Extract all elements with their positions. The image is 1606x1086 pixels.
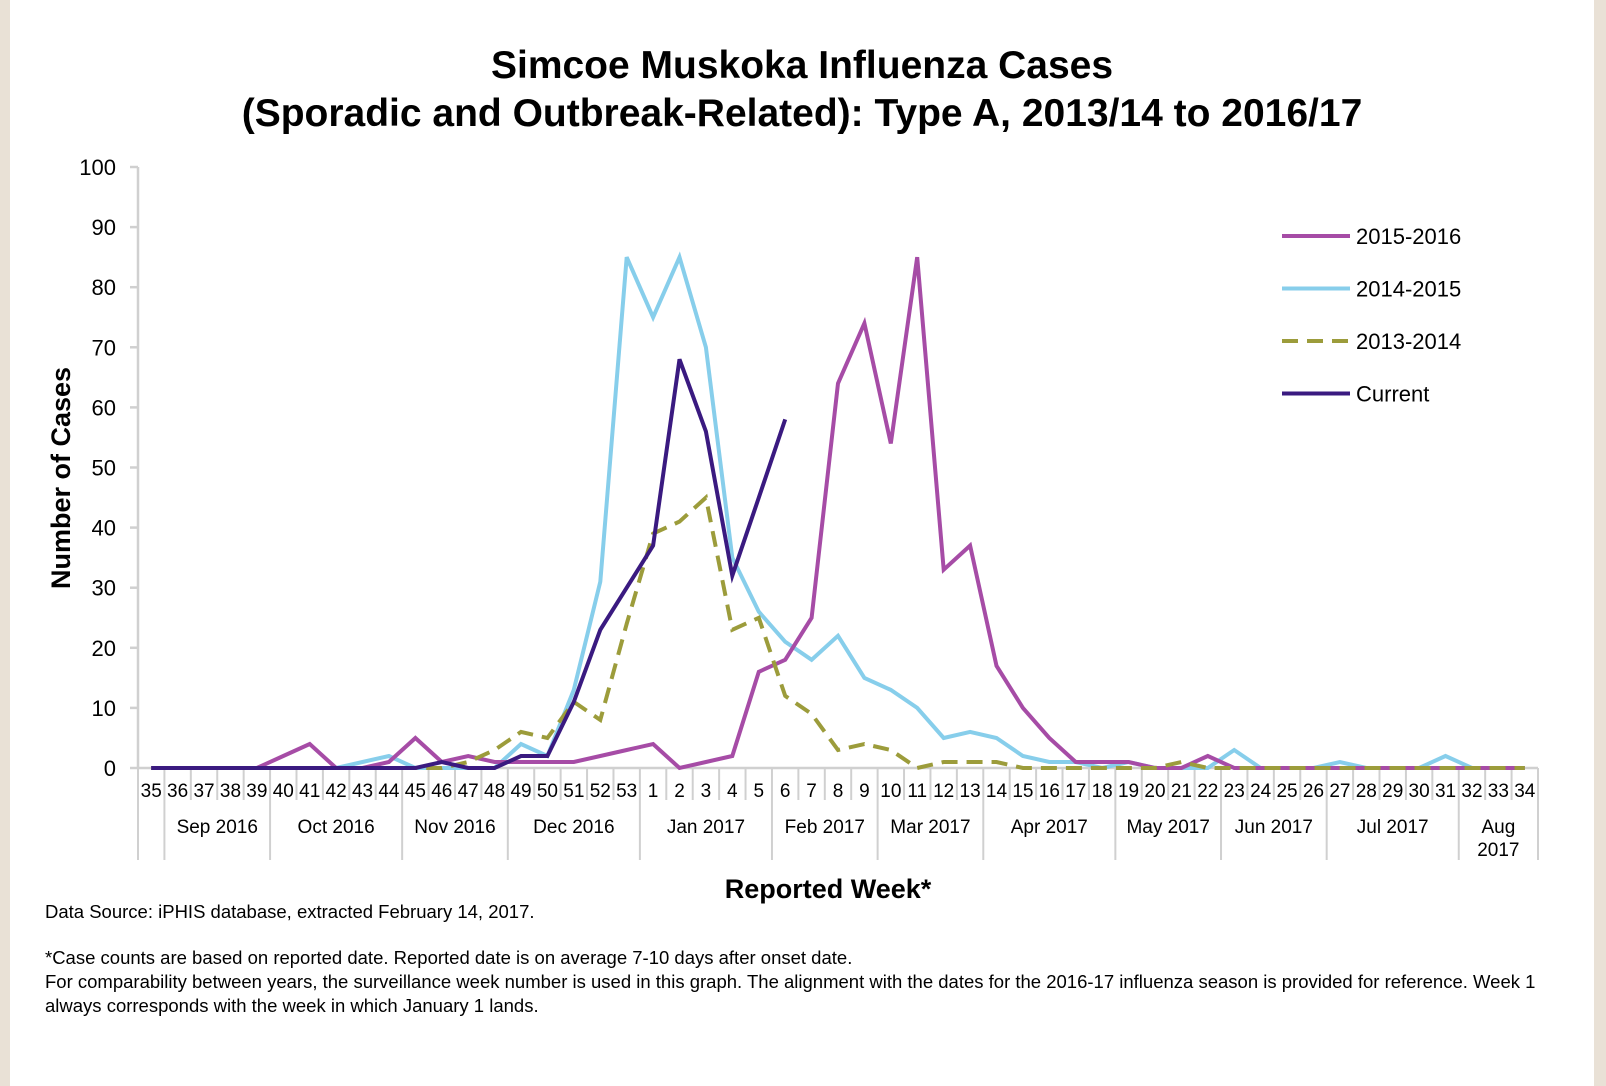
y-tick-label: 80 [92,275,116,300]
x-tick-label: 2 [674,781,685,802]
month-label: Jan 2017 [667,817,745,838]
series-line-2015-2016 [151,256,1525,771]
y-axis-title: Number of Cases [46,367,76,589]
series-line-2013-2014 [151,493,1525,771]
x-tick-label: 49 [510,781,531,802]
month-label: Apr 2017 [1011,817,1088,838]
x-tick-label: 24 [1250,781,1272,802]
x-tick-label: 11 [907,781,927,802]
month-label: Oct 2016 [298,817,375,838]
x-tick-label: 38 [220,781,241,802]
x-tick-label: 18 [1092,781,1113,802]
y-tick-label: 100 [79,155,116,180]
x-tick-label: 53 [616,781,637,802]
x-tick-label: 21 [1171,781,1192,802]
x-tick-label: 28 [1356,781,1377,802]
x-tick-label: 12 [933,781,954,802]
x-tick-label: 26 [1303,781,1324,802]
series-line-2014-2015 [151,251,1525,771]
x-tick-label: 19 [1118,781,1139,802]
x-tick-label: 16 [1039,781,1060,802]
x-tick-label: 1 [648,781,659,802]
x-tick-label: 47 [458,781,479,802]
month-label: Nov 2016 [414,817,495,838]
x-tick-label: 44 [378,781,400,802]
legend-label-2014-2015: 2014-2015 [1356,277,1461,302]
chart-subtitle: (Sporadic and Outbreak-Related): Type A,… [241,92,1363,135]
y-tick-label: 30 [92,576,116,601]
x-tick-label: 27 [1329,781,1350,802]
x-tick-label: 46 [431,781,452,802]
x-tick-label: 48 [484,781,505,802]
x-tick-label: 33 [1488,781,1509,802]
x-tick-label: 6 [780,781,791,802]
x-tick-label: 37 [193,781,214,802]
x-tick-label: 17 [1065,781,1086,802]
x-tick-label: 42 [326,781,347,802]
x-tick-label: 25 [1276,781,1297,802]
x-tick-label: 22 [1197,781,1218,802]
y-tick-label: 50 [92,456,116,481]
x-tick-label: 9 [859,781,870,802]
x-axis-title: Reported Week* [725,874,932,904]
month-label: Jun 2017 [1235,817,1313,838]
month-label: Sep 2016 [177,817,258,838]
month-label: Feb 2017 [785,817,865,838]
month-label: Dec 2016 [533,817,614,838]
x-tick-label: 8 [833,781,844,802]
x-tick-label: 41 [299,781,320,802]
x-tick-label: 31 [1435,781,1456,802]
y-tick-label: 70 [92,335,116,360]
x-tick-label: 40 [273,781,294,802]
x-tick-label: 7 [806,781,817,802]
x-tick-label: 14 [986,781,1008,802]
month-label: May 2017 [1126,817,1209,838]
x-tick-label: 51 [563,781,584,802]
x-tick-label: 15 [1012,781,1033,802]
x-tick-label: 29 [1382,781,1403,802]
month-label: Mar 2017 [890,817,970,838]
y-tick-label: 90 [92,215,116,240]
x-tick-label: 10 [880,781,901,802]
x-tick-label: 35 [141,781,162,802]
y-tick-label: 20 [92,636,116,661]
x-tick-label: 20 [1144,781,1165,802]
legend-label-current: Current [1356,382,1429,407]
x-tick-label: 43 [352,781,373,802]
x-tick-label: 39 [246,781,267,802]
x-tick-label: 52 [590,781,611,802]
x-tick-label: 5 [753,781,764,802]
x-tick-label: 45 [405,781,426,802]
y-tick-label: 60 [92,395,116,420]
x-tick-label: 34 [1514,781,1536,802]
footnote-reported-date: *Case counts are based on reported date.… [45,947,853,968]
x-tick-label: 36 [167,781,188,802]
y-tick-label: 40 [92,516,116,541]
x-tick-label: 30 [1409,781,1430,802]
x-tick-label: 3 [701,781,712,802]
footnote-week-alignment: For comparability between years, the sur… [45,971,1536,1016]
y-tick-label: 0 [104,756,116,781]
chart-title: Simcoe Muskoka Influenza Cases [490,44,1114,87]
month-label: Jul 2017 [1357,817,1429,838]
series-line-current [151,358,788,770]
x-tick-label: 23 [1224,781,1245,802]
month-label: Aug [1481,817,1515,838]
chart-frame: Simcoe Muskoka Influenza Cases (Sporadic… [10,0,1594,1086]
x-tick-label: 13 [960,781,981,802]
data-source-note: Data Source: iPHIS database, extracted F… [45,901,535,922]
x-tick-label: 4 [727,781,738,802]
legend-label-2013-2014: 2013-2014 [1356,329,1461,354]
y-tick-label: 10 [92,696,116,721]
legend-label-2015-2016: 2015-2016 [1356,224,1461,249]
x-tick-label: 32 [1461,781,1482,802]
x-tick-label: 50 [537,781,558,802]
month-label-year: 2017 [1477,840,1519,861]
